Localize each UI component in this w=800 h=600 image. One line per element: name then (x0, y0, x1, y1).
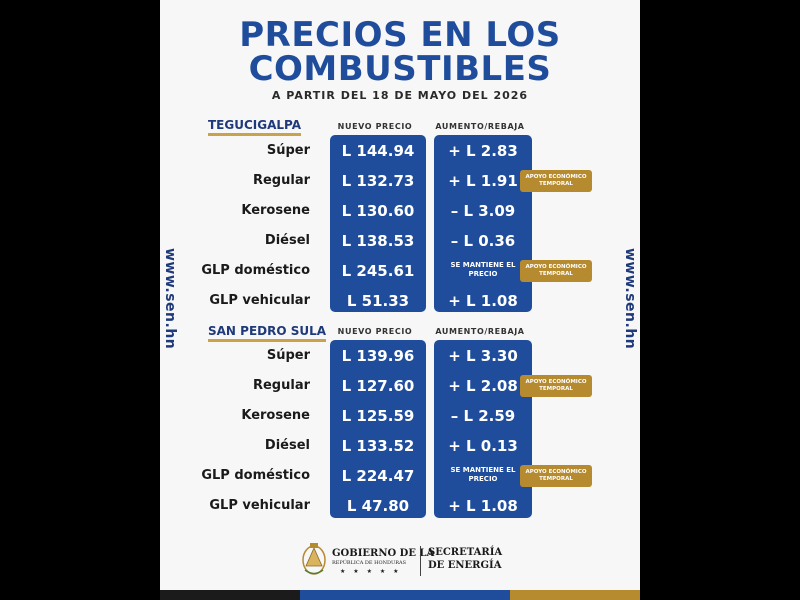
honduras-seal-icon (302, 543, 326, 575)
city-label-tegucigalpa: TEGUCIGALPA (208, 118, 302, 136)
fuel-label: GLP doméstico (201, 468, 310, 483)
price-value: L 138.53 (341, 232, 415, 250)
badge-apoyo-economico: APOYO ECONÓMICO TEMPORAL (520, 170, 592, 192)
price-value: L 132.73 (341, 172, 415, 190)
footer-divider (420, 546, 421, 576)
title-line-2: COMBUSTIBLES (248, 49, 552, 89)
title-line-1: PRECIOS EN LOS (239, 15, 561, 55)
fuel-label: Diésel (264, 233, 310, 248)
change-value: + L 3.30 (448, 347, 518, 365)
column-header-change: AUMENTO/REBAJA (435, 327, 525, 336)
stars: ★ ★ ★ ★ ★ (340, 568, 402, 575)
change-value: – L 3.09 (450, 202, 516, 220)
price-value: L 130.60 (341, 202, 415, 220)
badge-apoyo-economico: APOYO ECONÓMICO TEMPORAL (520, 260, 592, 282)
price-value: L 51.33 (346, 292, 410, 310)
fuel-label: Diésel (264, 438, 310, 453)
city-label-san-pedro-sula: SAN PEDRO SULA (208, 324, 327, 342)
price-value: L 47.80 (346, 497, 410, 515)
price-value: L 245.61 (341, 262, 415, 280)
price-value: L 133.52 (341, 437, 415, 455)
poster: PRECIOS EN LOS COMBUSTIBLES A PARTIR DEL… (160, 0, 640, 600)
secretaria-label: SECRETARÍA (428, 547, 503, 558)
fuel-label: Regular (252, 378, 310, 393)
gobierno-label: GOBIERNO DE LA (332, 548, 435, 559)
subtitle-date: A PARTIR DEL 18 DE MAYO DEL 2026 (271, 89, 529, 102)
price-box-tegucigalpa (330, 135, 426, 312)
change-value: – L 2.59 (450, 407, 516, 425)
price-value: L 125.59 (341, 407, 415, 425)
badge-apoyo-economico: APOYO ECONÓMICO TEMPORAL (520, 375, 592, 397)
price-value: L 224.47 (341, 467, 415, 485)
column-header-price: NUEVO PRECIO (337, 122, 413, 131)
change-value: SE MANTIENE EL PRECIO (450, 466, 516, 483)
change-value: + L 1.08 (448, 497, 518, 515)
change-value: + L 1.91 (448, 172, 518, 190)
change-value: SE MANTIENE EL PRECIO (450, 261, 516, 278)
change-value: + L 2.83 (448, 142, 518, 160)
price-box-san-pedro-sula (330, 340, 426, 518)
change-value: + L 0.13 (448, 437, 518, 455)
change-value: – L 0.36 (450, 232, 516, 250)
fuel-label: Regular (252, 173, 310, 188)
fuel-label: GLP vehicular (209, 498, 310, 513)
energia-label: DE ENERGÍA (428, 560, 502, 571)
change-box-san-pedro-sula (434, 340, 532, 518)
column-header-change: AUMENTO/REBAJA (435, 122, 525, 131)
fuel-label: Kerosene (241, 408, 310, 423)
footer-logos: GOBIERNO DE LA REPÚBLICA DE HONDURAS ★ ★… (300, 540, 540, 584)
fuel-label: Kerosene (241, 203, 310, 218)
change-value: + L 1.08 (448, 292, 518, 310)
republica-label: REPÚBLICA DE HONDURAS (332, 560, 407, 566)
price-value: L 127.60 (341, 377, 415, 395)
badge-apoyo-economico: APOYO ECONÓMICO TEMPORAL (520, 465, 592, 487)
price-value: L 139.96 (341, 347, 415, 365)
website-right: www.sen.hn (622, 248, 638, 350)
column-header-price: NUEVO PRECIO (337, 327, 413, 336)
footer-stripe-blue (300, 590, 510, 600)
fuel-label: Súper (266, 348, 310, 363)
footer-stripe-gold (510, 590, 640, 600)
price-value: L 144.94 (341, 142, 415, 160)
fuel-label: GLP doméstico (201, 263, 310, 278)
fuel-label: GLP vehicular (209, 293, 310, 308)
change-value: + L 2.08 (448, 377, 518, 395)
fuel-label: Súper (266, 143, 310, 158)
change-box-tegucigalpa (434, 135, 532, 312)
footer-stripe-dark (160, 590, 300, 600)
